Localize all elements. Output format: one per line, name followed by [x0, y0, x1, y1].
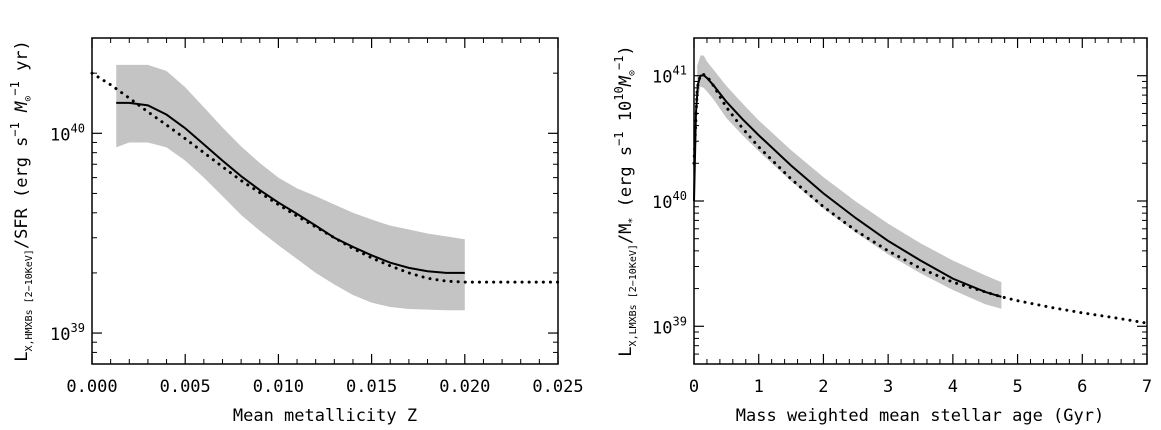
- right-y-tick-label: 1040: [652, 189, 687, 213]
- left-y-tick-label: 1039: [50, 321, 85, 345]
- right-y-tick-label: 1041: [652, 64, 687, 88]
- right-x-axis-title: Mass weighted mean stellar age (Gyr): [736, 406, 1104, 426]
- right-x-tick-label: 1: [754, 377, 764, 397]
- left-series-solid-line: [116, 101, 465, 274]
- left-x-tick-label: 0.020: [439, 377, 490, 397]
- left-x-tick-label: 0.015: [346, 377, 397, 397]
- right-x-tick-label: 4: [948, 377, 958, 397]
- left-y-tick-label: 1040: [50, 121, 85, 145]
- right-x-tick-label: 3: [883, 377, 893, 397]
- right-x-tick-label: 2: [818, 377, 828, 397]
- left-chart-panel: 0.000 0.005 0.010 0.015 0.020 0.025 1039 1040 M…: [8, 37, 584, 426]
- right-uncertainty-band-layer: [697, 55, 1002, 309]
- right-tick-layer: 0 1 2 3 4 5 6 7 1039 1040 1041: [652, 37, 1152, 397]
- left-plot-frame: [91, 37, 559, 365]
- right-uncertainty-band: [697, 55, 1002, 309]
- right-series-dotted-line: [692, 73, 1149, 325]
- left-series-layer: [90, 71, 560, 284]
- right-x-tick-label: 5: [1012, 377, 1022, 397]
- right-x-tick-label: 0: [689, 377, 699, 397]
- left-uncertainty-band-layer: [116, 64, 465, 311]
- left-x-tick-label: 0.000: [66, 377, 117, 397]
- left-x-axis-title: Mean metallicity Z: [233, 406, 417, 426]
- left-series-dotted-line: [90, 71, 560, 284]
- right-x-tick-label: 6: [1077, 377, 1087, 397]
- left-x-tick-label: 0.005: [160, 377, 211, 397]
- right-y-axis-title: LX,LMXBs [2−10KeV]/M* (erg s−1 1010M⊙−1): [612, 45, 639, 356]
- left-tick-layer: 0.000 0.005 0.010 0.015 0.020 0.025 1039 1040: [50, 37, 584, 397]
- left-y-axis-title: LX,HMXBs [2−10KeV]/SFR (erg s−1 M⊙−1 yr): [8, 40, 35, 362]
- left-x-tick-label: 0.010: [253, 377, 304, 397]
- right-x-tick-label: 7: [1142, 377, 1152, 397]
- right-y-tick-label: 1039: [652, 314, 687, 338]
- right-chart-panel: 0 1 2 3 4 5 6 7 1039 1040 1041 Mass weighted mean …: [612, 37, 1152, 426]
- left-x-tick-label: 0.025: [532, 377, 583, 397]
- right-plot-frame: [693, 37, 1148, 365]
- left-uncertainty-band: [116, 64, 465, 311]
- right-series-layer: [692, 73, 1149, 325]
